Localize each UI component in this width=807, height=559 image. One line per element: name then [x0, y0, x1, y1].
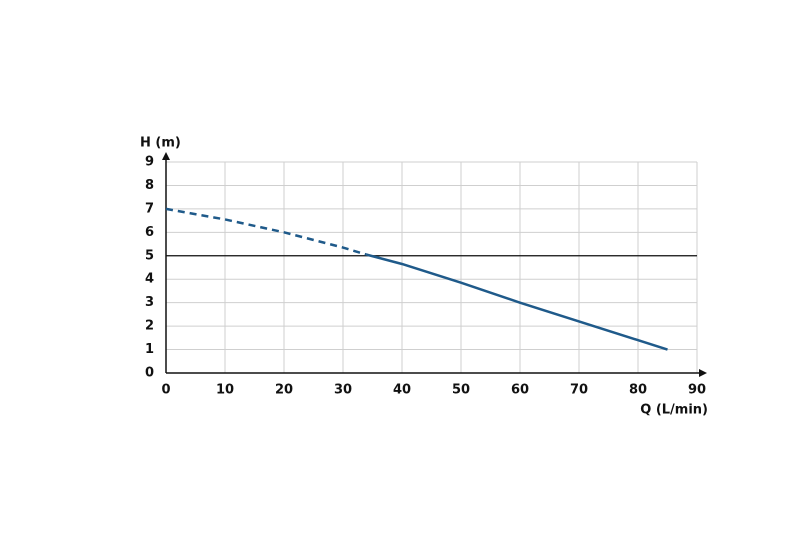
- y-tick-label: 7: [145, 201, 154, 216]
- x-tick-label: 70: [570, 383, 588, 398]
- x-tick-label: 80: [629, 383, 647, 398]
- y-tick-label: 8: [145, 178, 154, 193]
- y-tick-label: 4: [145, 272, 154, 287]
- y-tick-label: 9: [145, 155, 154, 170]
- y-tick-label: 3: [145, 295, 154, 310]
- curve: [366, 253, 668, 351]
- x-tick-label: 60: [511, 383, 529, 398]
- x-tick-label: 10: [216, 383, 234, 398]
- x-tick-label: 90: [688, 383, 706, 398]
- y-tick-label: 5: [145, 248, 154, 263]
- y-tick-label: 1: [145, 342, 154, 357]
- curve: [165, 207, 367, 256]
- y-axis-label: H (m): [140, 136, 181, 151]
- x-tick-label: 20: [275, 383, 293, 398]
- y-tick-label: 2: [145, 319, 154, 334]
- x-axis-label: Q (L/min): [640, 403, 708, 418]
- y-tick-label: 6: [145, 225, 154, 240]
- y-tick-label: 0: [145, 366, 154, 381]
- x-tick-label: 50: [452, 383, 470, 398]
- x-tick-label: 0: [161, 383, 170, 398]
- x-axis-arrow: [699, 369, 707, 377]
- y-axis-arrow: [162, 152, 170, 160]
- x-tick-label: 40: [393, 383, 411, 398]
- x-tick-label: 30: [334, 383, 352, 398]
